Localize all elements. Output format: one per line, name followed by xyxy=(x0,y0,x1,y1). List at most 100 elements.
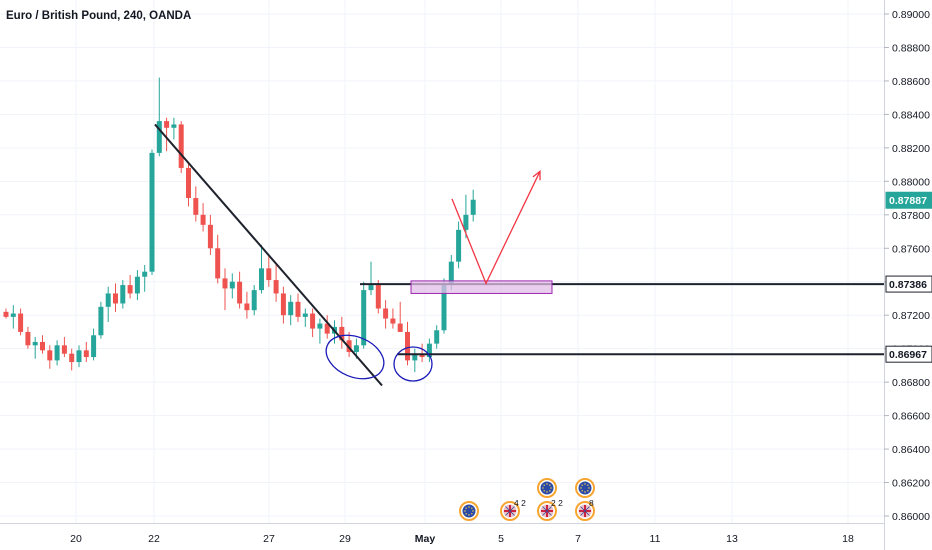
candle[interactable] xyxy=(142,265,148,292)
candle[interactable] xyxy=(76,345,82,368)
candle[interactable] xyxy=(339,316,345,349)
candle[interactable] xyxy=(18,308,24,336)
candle[interactable] xyxy=(156,77,162,157)
candle[interactable] xyxy=(368,261,374,296)
eu-star xyxy=(465,513,467,515)
candle-body xyxy=(470,199,476,215)
event-count: 4 2 xyxy=(514,498,526,508)
time-tick-label: 5 xyxy=(498,533,504,545)
candle[interactable] xyxy=(295,293,301,322)
candle[interactable] xyxy=(229,273,235,299)
candle[interactable] xyxy=(280,286,286,324)
eu-star xyxy=(550,487,552,489)
trendline[interactable] xyxy=(154,123,383,387)
candle[interactable] xyxy=(361,281,367,349)
eu-star xyxy=(471,507,473,509)
candle[interactable] xyxy=(207,214,213,255)
candle[interactable] xyxy=(222,268,228,311)
time-axis[interactable]: 20 22 27 29 May 5 7 11 13 18 xyxy=(70,533,854,545)
price-tick-label: 0.86600 xyxy=(892,411,930,423)
candle[interactable] xyxy=(273,265,279,302)
candle[interactable] xyxy=(3,308,9,319)
candle[interactable] xyxy=(113,283,118,312)
candle[interactable] xyxy=(390,308,396,329)
candle[interactable] xyxy=(266,254,272,287)
eu-star xyxy=(546,491,548,493)
candle[interactable] xyxy=(397,301,403,332)
economic-events[interactable]: 4 2 2 2 8 xyxy=(459,478,595,521)
candle[interactable] xyxy=(259,244,264,294)
candle[interactable] xyxy=(302,308,308,327)
candle[interactable] xyxy=(288,295,294,326)
candle[interactable] xyxy=(164,117,170,152)
candle[interactable] xyxy=(47,345,53,369)
candle[interactable] xyxy=(69,348,75,371)
candle-body xyxy=(164,121,170,128)
supply-demand-zone[interactable] xyxy=(410,280,553,294)
projection-arrow[interactable] xyxy=(451,171,541,286)
eu-flag-icon[interactable] xyxy=(537,478,557,498)
candle[interactable] xyxy=(310,308,316,337)
candle-body xyxy=(434,330,440,344)
uk-flag-icon[interactable]: 2 2 xyxy=(537,498,563,521)
candle[interactable] xyxy=(405,321,410,366)
candle[interactable] xyxy=(54,340,60,366)
candle[interactable] xyxy=(419,343,425,363)
candle[interactable] xyxy=(105,286,111,322)
candle[interactable] xyxy=(193,186,199,222)
candle-body xyxy=(419,353,425,358)
highlight-ellipse[interactable] xyxy=(393,346,433,382)
candle[interactable] xyxy=(434,325,440,349)
candle[interactable] xyxy=(32,336,38,359)
candle[interactable] xyxy=(383,300,389,329)
candle[interactable] xyxy=(186,162,191,207)
candle[interactable] xyxy=(412,348,418,373)
highlight-ellipse[interactable] xyxy=(320,327,391,387)
candle[interactable] xyxy=(61,336,67,358)
candle-body xyxy=(69,353,75,363)
uk-flag-icon[interactable]: 4 2 xyxy=(500,498,526,521)
candle[interactable] xyxy=(200,203,206,232)
candle[interactable] xyxy=(317,318,323,344)
candle-body xyxy=(368,285,374,291)
price-axis[interactable]: 0.89000 0.88800 0.88600 0.88400 0.88200 0.880… xyxy=(884,9,930,523)
uk-flag-icon[interactable]: 8 xyxy=(575,498,595,521)
candle[interactable] xyxy=(171,117,177,140)
price-tags: 0.87887 0.87386 0.86967 xyxy=(885,191,932,363)
candle[interactable] xyxy=(324,315,330,339)
eu-flag-icon[interactable] xyxy=(575,478,595,498)
candle[interactable] xyxy=(25,326,31,349)
eu-flag-icon[interactable] xyxy=(459,501,479,521)
candle[interactable] xyxy=(456,221,462,269)
candle[interactable] xyxy=(237,271,243,309)
candle[interactable] xyxy=(98,301,104,339)
uk-diag xyxy=(580,506,590,516)
candle[interactable] xyxy=(375,280,381,314)
candles[interactable] xyxy=(3,77,476,373)
candle[interactable] xyxy=(127,275,133,299)
candle-body xyxy=(295,301,301,317)
candle[interactable] xyxy=(83,341,89,363)
candle[interactable] xyxy=(244,291,250,319)
candle-body xyxy=(310,313,316,329)
candle[interactable] xyxy=(120,280,126,309)
candle[interactable] xyxy=(426,338,432,363)
eu-star xyxy=(587,490,589,492)
candle-body xyxy=(353,345,359,353)
time-tick-label: 22 xyxy=(148,533,160,545)
candle-body xyxy=(25,331,31,346)
candle[interactable] xyxy=(215,234,221,284)
candle[interactable] xyxy=(10,305,16,329)
price-tag-bg xyxy=(885,345,932,363)
candle[interactable] xyxy=(251,285,257,316)
candle[interactable] xyxy=(134,270,140,301)
candle[interactable] xyxy=(40,335,45,354)
eu-star xyxy=(468,514,470,516)
candle[interactable] xyxy=(178,121,184,173)
candle[interactable] xyxy=(470,189,476,222)
drawings[interactable] xyxy=(154,123,884,387)
candle[interactable] xyxy=(149,149,155,276)
candle[interactable] xyxy=(463,194,469,239)
candle[interactable] xyxy=(91,328,97,361)
